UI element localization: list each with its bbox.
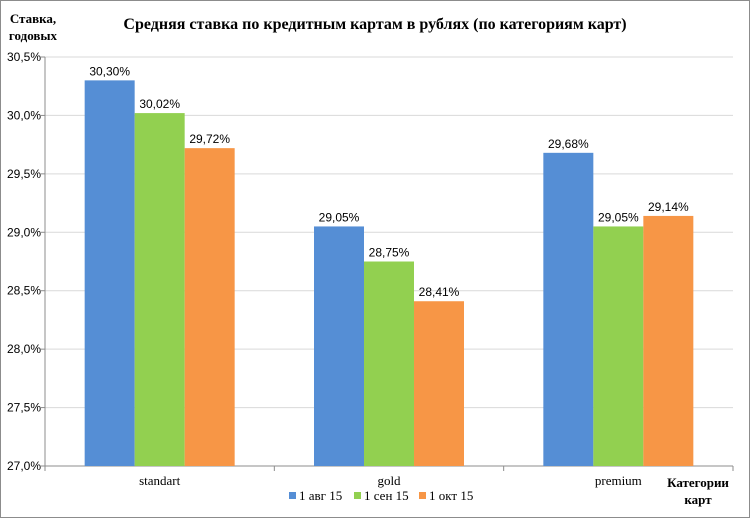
data-label: 28,41% — [419, 285, 460, 299]
data-label: 29,72% — [189, 132, 230, 146]
y-tick-label: 28,0% — [7, 342, 41, 356]
y-tick-label: 27,5% — [7, 401, 41, 415]
data-label: 29,05% — [319, 210, 360, 224]
data-label: 30,30% — [89, 64, 130, 78]
y-tick-label: 30,5% — [7, 50, 41, 64]
y-tick-labels: 27,0% 27,5% 28,0% 28,5% 29,0% 29,5% 30,0% 30,5% — [7, 50, 41, 473]
y-tick-label: 30,0% — [7, 108, 41, 122]
bar-premium-2 — [643, 215, 694, 466]
bar-gold-1 — [364, 261, 414, 466]
legend-swatch — [354, 492, 361, 499]
data-labels: 30,30% 30,02% 29,72% 29,05% 28,75% 28,41% 29,6… — [89, 64, 689, 299]
data-label: 29,68% — [548, 137, 589, 151]
category-labels: standart gold premium — [139, 473, 642, 488]
x-axis-label-line2: карт — [684, 492, 712, 507]
x-axis-label-line1: Категории — [667, 475, 729, 490]
data-label: 29,05% — [598, 210, 639, 224]
y-tick-label: 28,5% — [7, 284, 41, 298]
data-label: 30,02% — [139, 97, 180, 111]
y-tick-label: 29,0% — [7, 225, 41, 239]
legend: 1 авг 15 1 сен 15 1 окт 15 — [289, 488, 473, 503]
bar-gold-0 — [314, 226, 364, 466]
bar-gold-2 — [414, 301, 464, 466]
bar-standart-1 — [134, 113, 185, 466]
legend-swatch — [289, 492, 296, 499]
chart-title: Средняя ставка по кредитным картам в руб… — [123, 16, 626, 33]
category-label-premium: premium — [595, 473, 642, 488]
y-axis-label-line1: Ставка, — [10, 11, 56, 26]
legend-label: 1 сен 15 — [364, 488, 409, 503]
y-tick-label: 29,5% — [7, 167, 41, 181]
data-label: 28,75% — [369, 246, 410, 260]
category-label-gold: gold — [377, 473, 401, 488]
legend-label: 1 окт 15 — [429, 488, 473, 503]
bar-premium-1 — [593, 226, 644, 466]
y-axis-label-line2: годовых — [9, 28, 58, 43]
bar-standart-0 — [84, 80, 135, 466]
bar-standart-2 — [184, 148, 235, 467]
bar-premium-0 — [543, 152, 594, 466]
bars — [84, 80, 694, 467]
category-label-standart: standart — [139, 473, 181, 488]
data-label: 29,14% — [648, 200, 689, 214]
legend-label: 1 авг 15 — [299, 488, 342, 503]
legend-swatch — [419, 492, 426, 499]
y-tick-label: 27,0% — [7, 459, 41, 473]
